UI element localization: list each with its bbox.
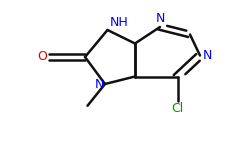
Text: N: N	[202, 49, 212, 62]
Text: N: N	[94, 78, 104, 90]
Text: O: O	[38, 51, 48, 63]
Text: N: N	[155, 12, 165, 25]
Text: NH: NH	[110, 16, 128, 29]
Text: Cl: Cl	[172, 102, 183, 115]
